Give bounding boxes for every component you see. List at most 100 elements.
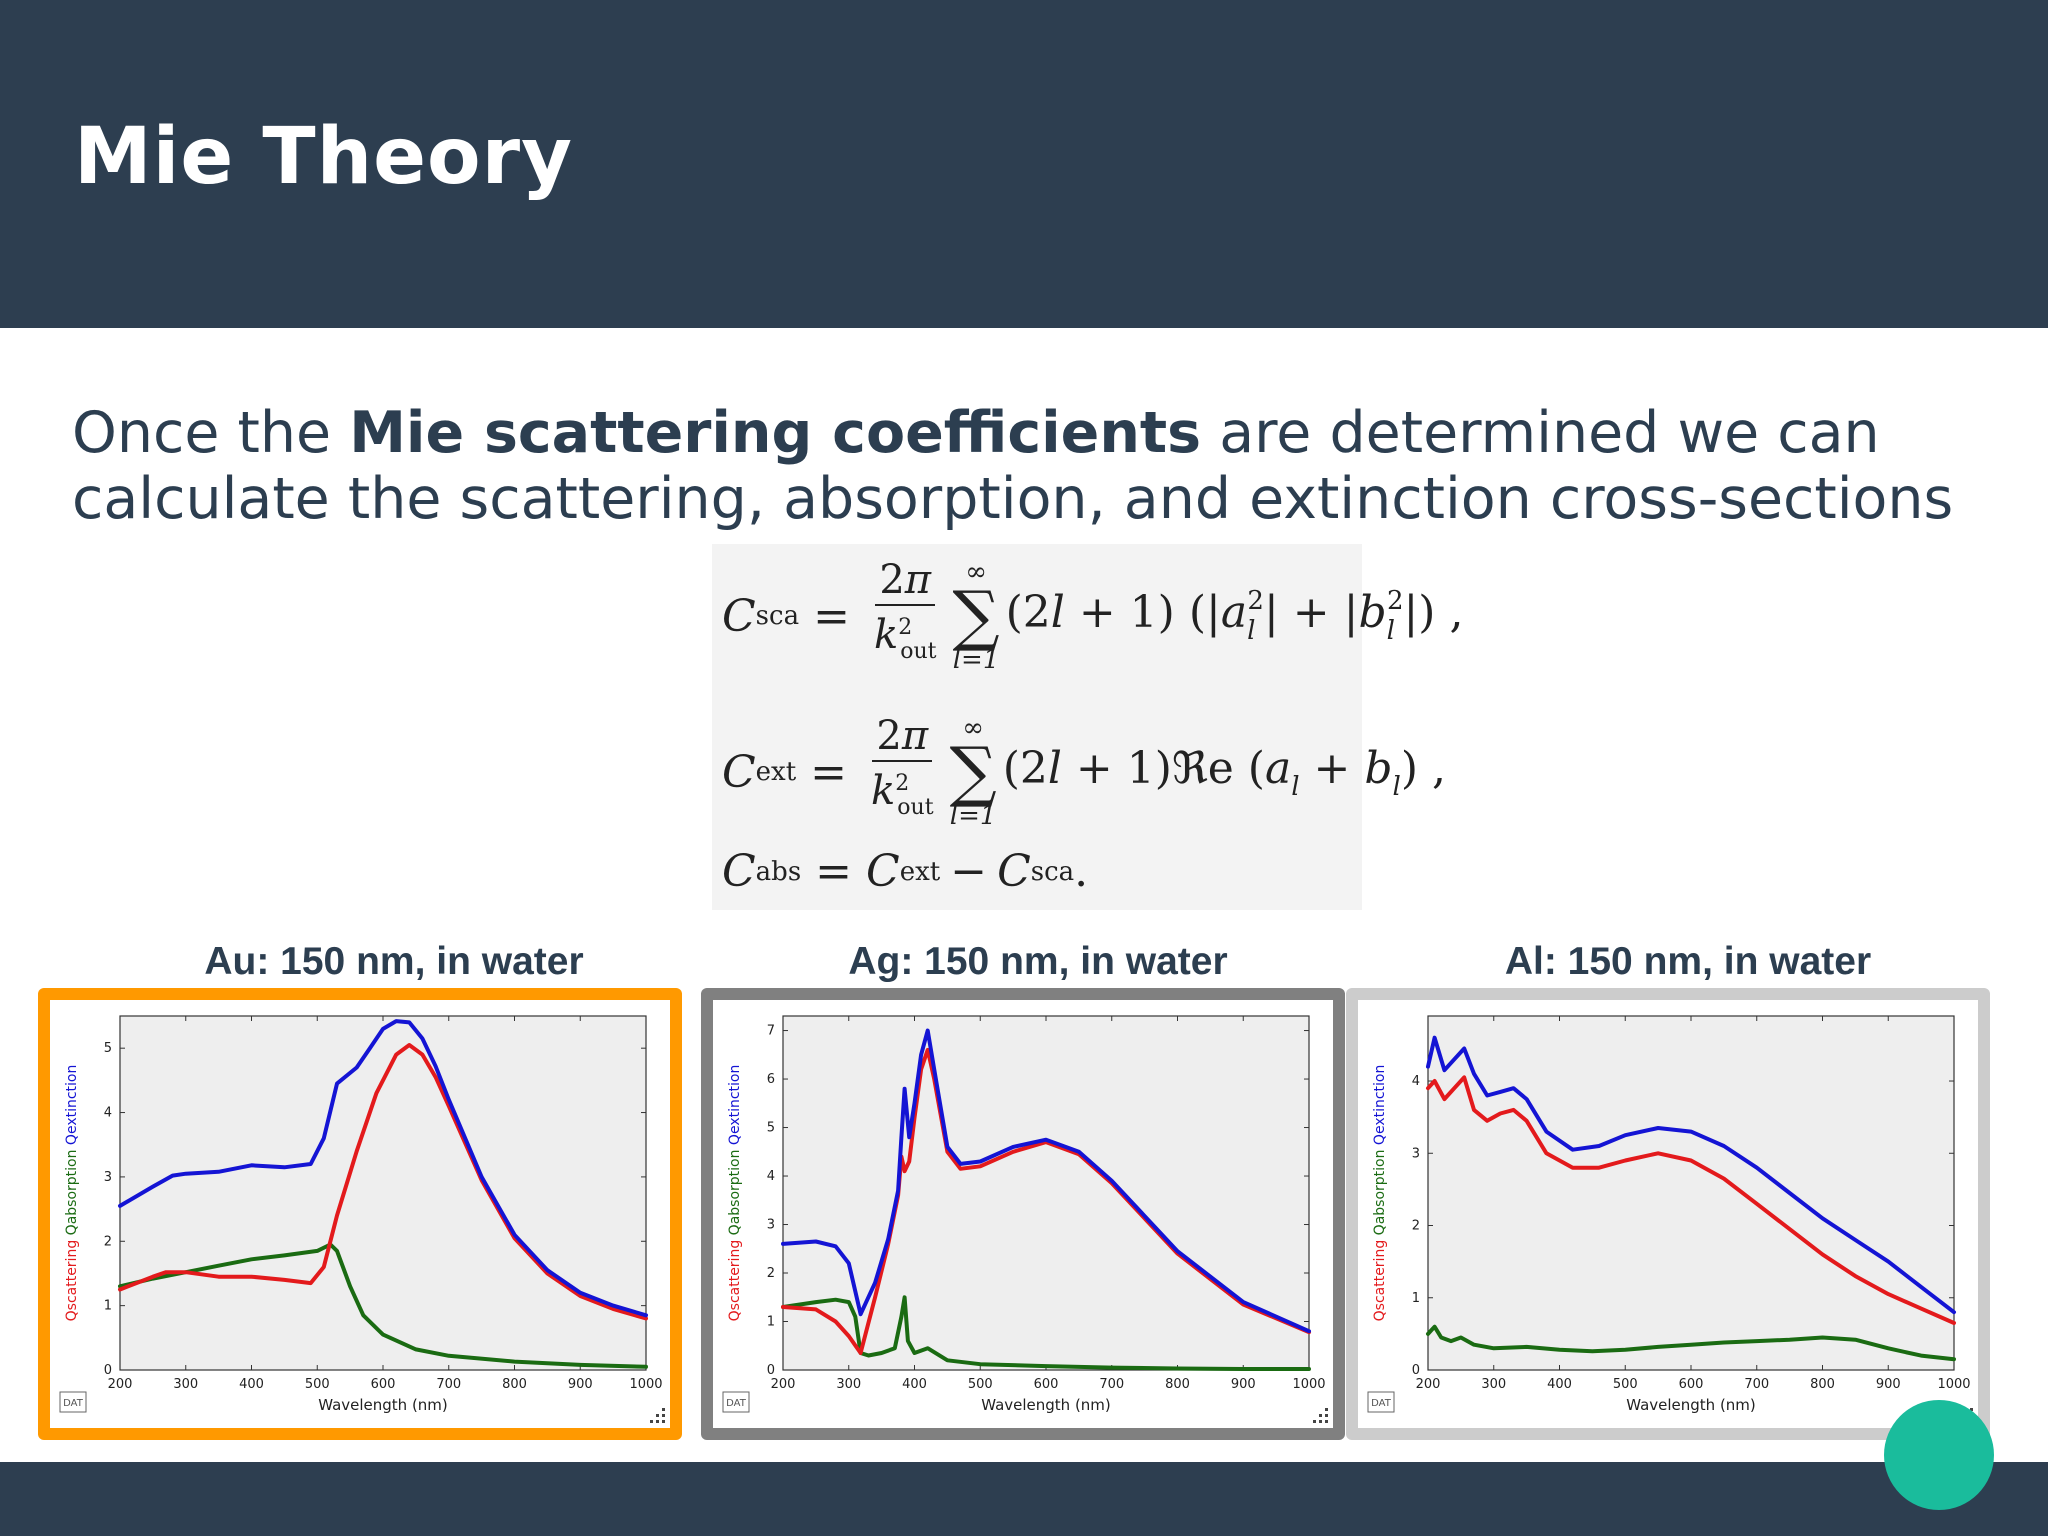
x-tick-label: 700 — [436, 1377, 461, 1392]
slide-header: Mie Theory — [0, 0, 2048, 328]
chart-al: 200 300 400 500 600 700 800 900 1000 0 1 2 3 4 Wavelen… — [1358, 1000, 1978, 1428]
x-tick-label: 700 — [1099, 1377, 1124, 1392]
x-tick-label: 900 — [1876, 1377, 1901, 1392]
x-tick-label: 400 — [902, 1377, 927, 1392]
x-tick-label: 900 — [1231, 1377, 1256, 1392]
x-tick-label: 1000 — [1292, 1377, 1325, 1392]
y-tick-label: 1 — [104, 1299, 112, 1314]
y-axis-label-extinction: Qextinction — [64, 1065, 80, 1150]
x-axis-label: Wavelength (nm) — [318, 1396, 448, 1414]
y-tick-label: 3 — [767, 1218, 775, 1233]
x-tick-label: 500 — [305, 1377, 330, 1392]
intro-text: Once the Mie scattering coefficients are… — [72, 400, 2032, 532]
y-axis-label-extinction: Qextinction — [727, 1065, 743, 1150]
x-tick-label: 1000 — [1937, 1377, 1970, 1392]
y-tick-label: 3 — [1412, 1146, 1420, 1161]
x-axis-label: Wavelength (nm) — [981, 1396, 1111, 1414]
y-axis-label-absorption: Qabsorption — [1372, 1150, 1388, 1240]
y-tick-label: 4 — [104, 1106, 112, 1121]
y-axis-label-extinction: Qextinction — [1372, 1065, 1388, 1150]
y-tick-label: 2 — [767, 1266, 775, 1281]
y-tick-label: 2 — [1412, 1219, 1420, 1234]
dat-badge-label: DAT — [1371, 1398, 1392, 1409]
series-extinction — [118, 1019, 648, 1318]
y-axis-label: Qscattering Qabsorption Qextinction — [727, 1065, 743, 1322]
y-tick-label: 2 — [104, 1234, 112, 1249]
dat-badge[interactable] — [1367, 1391, 1395, 1413]
x-tick-label: 1000 — [629, 1377, 662, 1392]
chart-title-au: Au: 150 nm, in water — [204, 940, 584, 983]
chart-ag: 200 300 400 500 600 700 800 900 1000 0 1 2 3 4 5 6 7 Wave… — [713, 1000, 1333, 1428]
series-absorption — [1426, 1324, 1956, 1362]
y-tick-label: 3 — [104, 1170, 112, 1185]
y-tick-label: 1 — [1412, 1291, 1420, 1306]
slide-footer — [0, 1462, 2048, 1536]
x-tick-label: 800 — [1165, 1377, 1190, 1392]
intro-after: are determined we can calculate the scat… — [72, 400, 1954, 532]
y-axis-label-scattering: Qscattering — [727, 1240, 743, 1322]
x-tick-label: 200 — [771, 1377, 796, 1392]
dat-badge-label: DAT — [63, 1398, 84, 1409]
x-tick-label: 300 — [173, 1377, 198, 1392]
y-tick-label: 0 — [767, 1363, 775, 1378]
y-tick-label: 0 — [104, 1363, 112, 1378]
x-tick-label: 600 — [371, 1377, 396, 1392]
x-tick-label: 300 — [836, 1377, 861, 1392]
intro-before: Once the — [72, 400, 350, 466]
y-axis-label-scattering: Qscattering — [64, 1240, 80, 1322]
series-scattering — [118, 1043, 648, 1321]
series-absorption — [118, 1242, 648, 1369]
y-tick-label: 4 — [1412, 1074, 1420, 1089]
x-tick-label: 800 — [502, 1377, 527, 1392]
chart-au: 200 300 400 500 600 700 800 900 1000 0 1 2 3 4 5 Wavele… — [50, 1000, 670, 1428]
y-axis-label-scattering: Qscattering — [1372, 1240, 1388, 1322]
dat-badge-label: DAT — [726, 1398, 747, 1409]
y-tick-label: 4 — [767, 1169, 775, 1184]
x-tick-label: 300 — [1481, 1377, 1506, 1392]
x-tick-label: 500 — [1613, 1377, 1638, 1392]
x-tick-label: 600 — [1034, 1377, 1059, 1392]
y-tick-label: 0 — [1412, 1363, 1420, 1378]
y-tick-label: 6 — [767, 1072, 775, 1087]
series-extinction — [781, 1028, 1311, 1334]
dat-badge[interactable] — [722, 1391, 750, 1413]
y-tick-label: 1 — [767, 1315, 775, 1330]
resize-handle-icon[interactable] — [1313, 1408, 1328, 1423]
x-tick-label: 400 — [239, 1377, 264, 1392]
x-tick-label: 900 — [568, 1377, 593, 1392]
plot-area — [1427, 1015, 1955, 1371]
series-absorption — [781, 1295, 1311, 1371]
y-tick-label: 5 — [767, 1121, 775, 1136]
y-tick-label: 7 — [767, 1024, 775, 1039]
x-tick-label: 400 — [1547, 1377, 1572, 1392]
x-tick-label: 800 — [1810, 1377, 1835, 1392]
accent-dot — [1884, 1400, 1994, 1510]
intro-bold: Mie scattering coefficients — [349, 400, 1202, 466]
y-axis-label-absorption: Qabsorption — [64, 1150, 80, 1240]
y-tick-label: 5 — [104, 1041, 112, 1056]
x-axis-label: Wavelength (nm) — [1626, 1396, 1756, 1414]
chart-title-al: Al: 150 nm, in water — [1504, 940, 1872, 983]
x-tick-label: 700 — [1744, 1377, 1769, 1392]
series-extinction — [1426, 1035, 1956, 1315]
plot-area — [119, 1015, 647, 1371]
chart-title-ag: Ag: 150 nm, in water — [848, 940, 1228, 983]
dat-badge[interactable] — [59, 1391, 87, 1413]
x-tick-label: 200 — [1416, 1377, 1441, 1392]
y-axis-label: Qscattering Qabsorption Qextinction — [1372, 1065, 1388, 1322]
chart-panel-ag: 200 300 400 500 600 700 800 900 1000 0 1 2 3 4 5 6 7 Wave… — [701, 988, 1345, 1440]
chart-panel-au: 200 300 400 500 600 700 800 900 1000 0 1 2 3 4 5 Wavele… — [38, 988, 682, 1440]
x-tick-label: 500 — [968, 1377, 993, 1392]
chart-panel-al: 200 300 400 500 600 700 800 900 1000 0 1 2 3 4 Wavelen… — [1346, 988, 1990, 1440]
series-scattering — [1426, 1075, 1956, 1325]
resize-handle-icon[interactable] — [650, 1408, 665, 1423]
y-axis-label: Qscattering Qabsorption Qextinction — [64, 1065, 80, 1322]
slide-title: Mie Theory — [74, 112, 573, 202]
y-axis-label-absorption: Qabsorption — [727, 1150, 743, 1240]
x-tick-label: 200 — [108, 1377, 133, 1392]
x-tick-label: 600 — [1679, 1377, 1704, 1392]
